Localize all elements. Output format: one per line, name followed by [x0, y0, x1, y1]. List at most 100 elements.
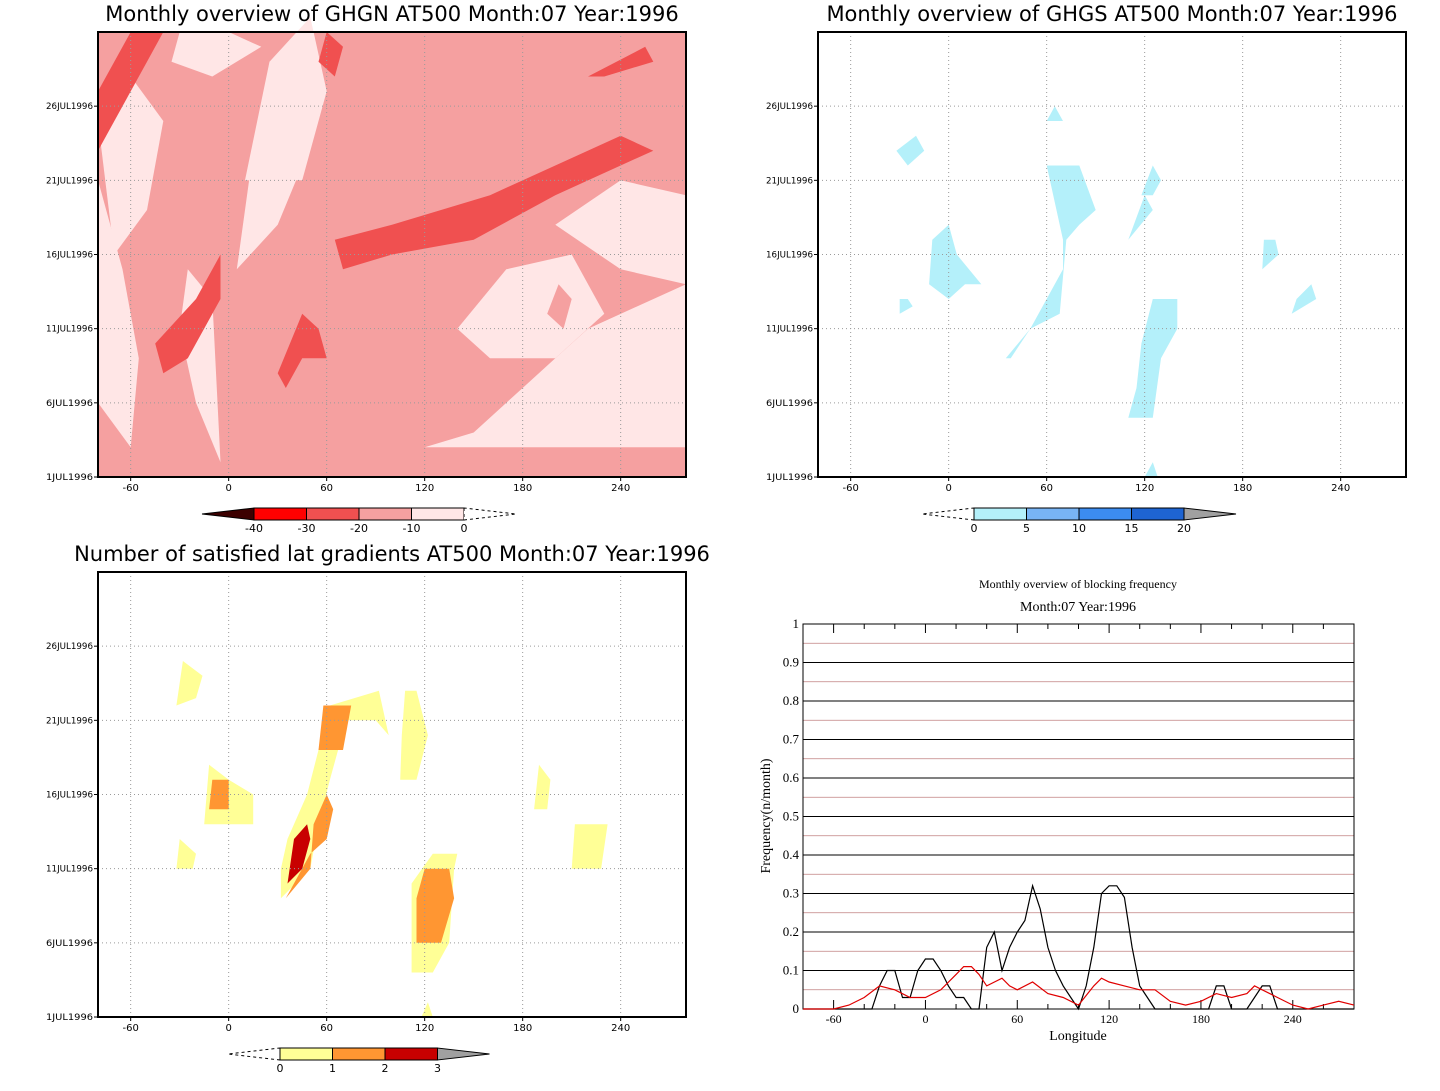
- series-line-red: [803, 966, 1355, 1010]
- contour-region: [1144, 462, 1158, 477]
- x-tick-label: 60: [1040, 483, 1053, 494]
- contour-region: [571, 824, 608, 869]
- x-tick-label: 60: [1011, 1012, 1023, 1026]
- colorbar-label: 0: [277, 1062, 284, 1075]
- x-tick-label: -60: [122, 483, 138, 494]
- panel-title-ghgn: Monthly overview of GHGN AT500 Month:07 …: [105, 2, 678, 26]
- colorbar-box: [358, 507, 412, 521]
- colorbar-box: [253, 507, 307, 521]
- contour-region: [421, 1002, 433, 1017]
- colorbar-label: 2: [382, 1062, 389, 1075]
- colorbar-left-triangle: [227, 1047, 281, 1061]
- y-tick-label: 26JUL1996: [766, 102, 813, 112]
- colorbar-label: 5: [1023, 522, 1030, 535]
- colorbar-box: [1026, 507, 1080, 521]
- contour-region: [176, 661, 203, 706]
- colorbar-right-triangle: [437, 1047, 490, 1061]
- y-tick-label: 1: [793, 616, 800, 631]
- y-tick-label: 26JUL1996: [46, 642, 93, 652]
- colorbar-label: -10: [403, 522, 421, 535]
- y-tick-label: 11JUL1996: [46, 865, 93, 875]
- y-tick-label: 0.6: [783, 770, 800, 785]
- y-tick-label: 6JUL1996: [766, 399, 813, 409]
- x-tick-label: -60: [826, 1012, 842, 1026]
- y-tick-label: 0.1: [783, 963, 799, 978]
- plot-area-lat-gradients: -60 0 60 120 180 240 1JUL1996 6JUL1996 11JUL1996…: [46, 571, 687, 1034]
- x-tick-label: 180: [513, 483, 532, 494]
- panel-title-blocking: Monthly overview of blocking frequency: [979, 577, 1177, 591]
- x-tick-label: 240: [1284, 1012, 1302, 1026]
- colorbar-left-triangle: [201, 507, 255, 521]
- contour-region: [457, 254, 605, 359]
- y-tick-label: 0.3: [783, 886, 799, 901]
- y-tick-label: 16JUL1996: [46, 251, 93, 261]
- colorbar-box: [1131, 507, 1185, 521]
- y-tick-label: 21JUL1996: [766, 176, 813, 186]
- plot-area-ghgn: -60 0 60 120 180 240 1JUL1996 6JUL1996 11JUL1996…: [46, 17, 687, 494]
- x-tick-label: 120: [1100, 1012, 1118, 1026]
- colorbar-box: [306, 507, 360, 521]
- contour-region: [1291, 284, 1317, 314]
- colorbar-box: [279, 1047, 333, 1061]
- y-tick-label: 11JUL1996: [766, 325, 813, 335]
- colorbar-ghgs: 0 5 10 15 20: [921, 507, 1237, 535]
- colorbar-right-triangle: [463, 507, 517, 521]
- contour-region: [1005, 165, 1096, 359]
- colorbar-label: 15: [1125, 522, 1139, 535]
- y-tick-label: 1JUL1996: [46, 473, 93, 483]
- x-tick-label: 240: [611, 483, 630, 494]
- x-tick-label: 240: [1331, 483, 1350, 494]
- plot-area-blocking: -60 0 60 120 180 240 0 0.1 0.2 0.3 0.4 0.5 0.6 0.7 0.8…: [783, 616, 1355, 1026]
- x-tick-label: 240: [611, 1023, 630, 1034]
- panel-lat-gradients: Number of satisfied lat gradients AT500 …: [46, 542, 710, 1075]
- x-tick-label: 0: [225, 483, 231, 494]
- colorbar-label: 10: [1072, 522, 1086, 535]
- contour-region: [416, 868, 455, 943]
- y-tick-label: 0.2: [783, 924, 799, 939]
- panel-ghgn: Monthly overview of GHGN AT500 Month:07 …: [46, 2, 687, 535]
- contour-region: [899, 299, 913, 314]
- contour-region: [334, 135, 654, 270]
- colorbar-box: [384, 1047, 438, 1061]
- colorbar-lat-gradients: 0 1 2 3: [227, 1047, 490, 1075]
- colorbar-label: 1: [329, 1062, 336, 1075]
- contour-region: [1141, 165, 1161, 196]
- y-tick-label: 21JUL1996: [46, 176, 93, 186]
- colorbar-label: -20: [350, 522, 368, 535]
- x-tick-label: 120: [415, 483, 434, 494]
- x-axis-label-longitude: Longitude: [1049, 1029, 1107, 1044]
- y-tick-label: 1JUL1996: [766, 473, 813, 483]
- colorbar-box: [332, 1047, 386, 1061]
- contour-region: [171, 32, 262, 77]
- contour-region: [929, 224, 982, 299]
- x-tick-label: -60: [122, 1023, 138, 1034]
- y-tick-label: 16JUL1996: [46, 791, 93, 801]
- colorbar-box: [973, 507, 1027, 521]
- x-tick-label: 120: [1135, 483, 1154, 494]
- contour-region: [176, 839, 196, 869]
- y-tick-label: 0.9: [783, 655, 799, 670]
- y-tick-label: 16JUL1996: [766, 251, 813, 261]
- y-tick-label: 0.7: [783, 732, 800, 747]
- x-tick-label: 0: [225, 1023, 231, 1034]
- colorbar-label: 3: [434, 1062, 441, 1075]
- contour-region: [98, 32, 164, 151]
- contour-region: [277, 313, 327, 388]
- y-axis-label-frequency: Frequency(n/month): [759, 758, 774, 873]
- colorbar-label: -40: [245, 522, 263, 535]
- series-line-black: [803, 883, 1354, 1011]
- x-tick-label: 0: [922, 1012, 928, 1026]
- y-tick-label: 21JUL1996: [46, 716, 93, 726]
- contour-region: [547, 284, 572, 329]
- x-tick-label: -60: [842, 483, 858, 494]
- contour-region: [98, 180, 139, 448]
- y-tick-label: 11JUL1996: [46, 325, 93, 335]
- colorbar-label: -30: [298, 522, 316, 535]
- contour-region: [155, 254, 221, 374]
- contour-region: [588, 46, 654, 77]
- y-tick-label: 0.4: [783, 847, 800, 862]
- contour-region: [1128, 299, 1178, 418]
- contour-region: [1128, 195, 1153, 240]
- x-tick-label: 60: [320, 483, 333, 494]
- panel-blocking-frequency: Monthly overview of blocking frequency M…: [759, 577, 1355, 1044]
